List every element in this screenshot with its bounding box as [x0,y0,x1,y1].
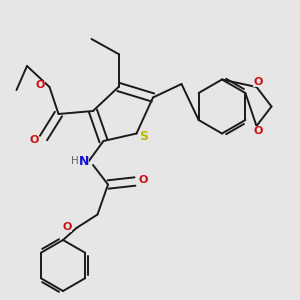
Text: O: O [253,76,263,87]
Text: O: O [139,175,148,185]
Text: S: S [140,130,148,143]
Text: O: O [253,126,263,136]
Text: N: N [79,154,89,168]
Text: O: O [63,221,72,232]
Text: O: O [35,80,45,91]
Text: H: H [71,156,79,166]
Text: O: O [30,135,39,146]
